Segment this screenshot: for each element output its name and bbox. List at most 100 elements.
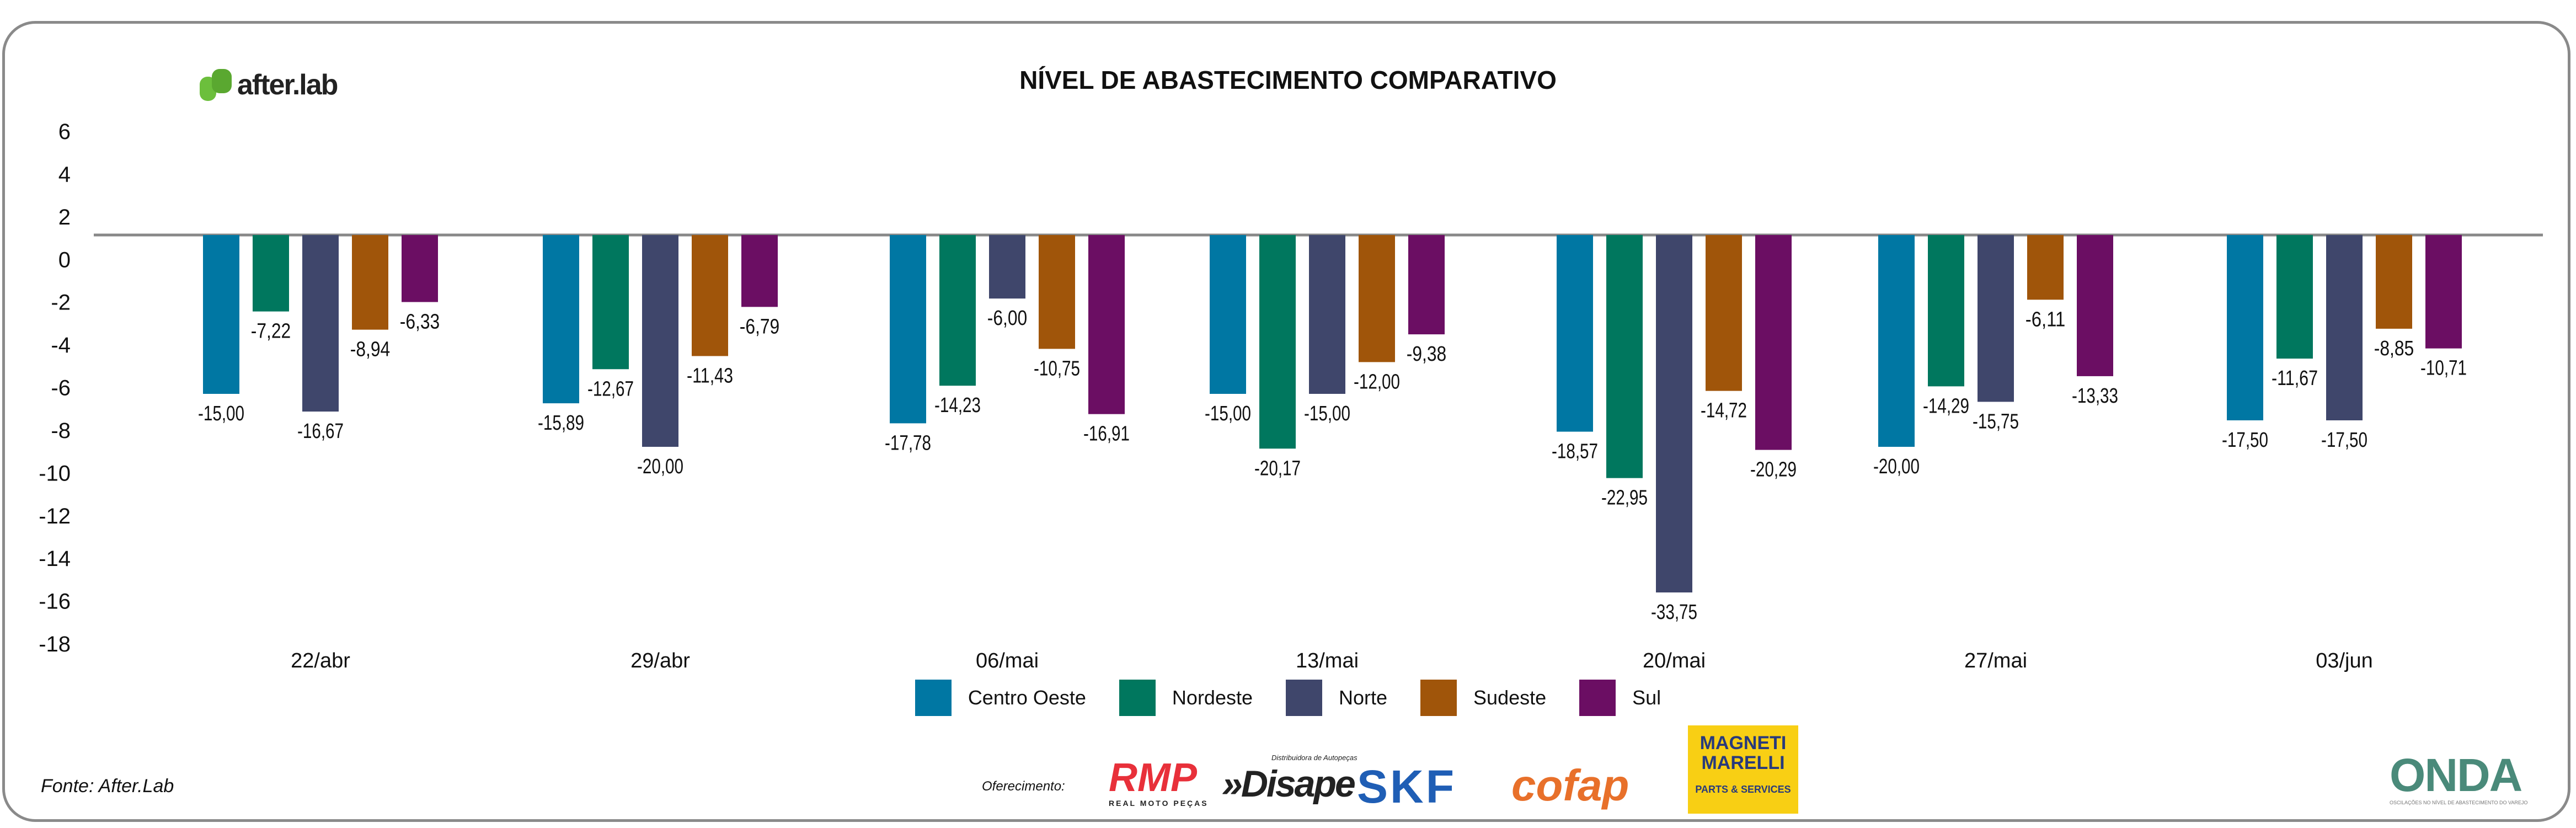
data-label: -13,33 — [2072, 384, 2118, 408]
legend-swatch — [1579, 680, 1616, 716]
onda-logo: ONDA OSCILAÇÕES NO NÍVEL DE ABASTECIMENTO… — [2390, 751, 2527, 806]
magneti-marelli-logo: MAGNETI MARELLI PARTS & SERVICES — [1688, 725, 1798, 814]
bar-sul — [1755, 235, 1792, 450]
bar-centro-oeste — [890, 235, 926, 424]
legend: Centro Oeste Nordeste Norte Sudeste Sul — [0, 680, 2576, 716]
legend-item: Sudeste — [1420, 680, 1546, 716]
data-label: -6,00 — [987, 307, 1028, 330]
x-tick-label: 13/mai — [1296, 649, 1359, 672]
bar-norte — [989, 235, 1025, 299]
data-label: -20,00 — [1873, 455, 1920, 478]
source-note: Fonte: After.Lab — [41, 776, 174, 797]
legend-label: Sudeste — [1473, 686, 1547, 709]
data-label: -6,11 — [2025, 308, 2066, 331]
bar-norte — [1656, 235, 1692, 592]
data-label: -12,67 — [587, 377, 634, 400]
bar-sul — [741, 235, 778, 307]
afterlab-logo: after.lab — [200, 68, 338, 102]
data-label: -17,50 — [2222, 429, 2268, 452]
bar-norte — [302, 235, 339, 412]
legend-item: Nordeste — [1119, 680, 1253, 716]
legend-swatch — [1420, 680, 1457, 716]
bar-nordeste — [592, 235, 629, 370]
data-label: -14,29 — [1923, 394, 1969, 418]
bar-nordeste — [1259, 235, 1296, 449]
bar-norte — [642, 235, 678, 447]
bar-sudeste — [2027, 235, 2064, 300]
rmp-logo: RMP REAL MOTO PEÇAS — [1109, 757, 1209, 808]
bar-nordeste — [2276, 235, 2313, 359]
x-tick-label: 06/mai — [976, 649, 1039, 672]
data-label: -8,94 — [350, 338, 391, 361]
y-tick-label: -10 — [39, 461, 71, 485]
y-tick-label: 2 — [58, 205, 71, 229]
data-label: -33,75 — [1651, 601, 1697, 624]
data-label: -20,00 — [637, 455, 683, 478]
data-label: -9,38 — [1407, 343, 1447, 366]
data-label: -6,79 — [740, 315, 780, 338]
bar-sul — [2425, 235, 2462, 349]
bar-sul — [1408, 235, 1445, 335]
legend-item: Norte — [1286, 680, 1387, 716]
sponsor-label: Oferecimento: — [982, 779, 1065, 794]
data-label: -17,78 — [885, 431, 931, 455]
y-tick-label: -12 — [39, 504, 71, 528]
data-label: -15,89 — [538, 412, 584, 435]
bar-sul — [402, 235, 438, 302]
disape-logo-text: »Disape — [1222, 763, 1356, 805]
legend-label: Norte — [1339, 686, 1388, 709]
bar-sudeste — [1039, 235, 1075, 349]
legend-swatch — [1286, 680, 1322, 716]
legend-swatch — [1119, 680, 1156, 716]
data-label: -20,17 — [1254, 457, 1301, 480]
bar-sudeste — [692, 235, 728, 356]
bar-sudeste — [2376, 235, 2412, 329]
data-label: -11,43 — [687, 364, 733, 387]
bar-centro-oeste — [1210, 235, 1246, 394]
data-label: -7,22 — [251, 320, 291, 343]
legend-swatch — [915, 680, 952, 716]
disape-logo: Distribuidora de Autopeças »Disape — [1222, 754, 1358, 805]
onda-logo-text: ONDA — [2390, 749, 2522, 801]
data-label: -17,50 — [2321, 429, 2367, 452]
x-tick-label: 20/mai — [1643, 649, 1706, 672]
data-label: -15,75 — [1973, 410, 2019, 433]
cofap-logo: cofap — [1511, 761, 1629, 810]
bar-nordeste — [253, 235, 289, 312]
data-label: -10,75 — [1034, 357, 1080, 380]
x-tick-label: 29/abr — [630, 649, 690, 672]
x-tick-label: 22/abr — [291, 649, 350, 672]
data-label: -10,71 — [2420, 357, 2467, 380]
data-label: -16,91 — [1083, 423, 1130, 446]
data-label: -14,23 — [934, 394, 981, 417]
bar-centro-oeste — [543, 235, 579, 404]
bar-nordeste — [1928, 235, 1964, 387]
y-tick-label: -14 — [39, 547, 71, 571]
y-tick-label: -18 — [39, 632, 71, 656]
data-label: -16,67 — [297, 420, 344, 443]
bar-centro-oeste — [203, 235, 239, 394]
bar-chart: 6 4 2 0 -2 -4 -6 -8 -10 -12 -14 -16 -18 -15,00 -7,22 -1… — [39, 120, 2543, 672]
legend-item: Sul — [1579, 680, 1661, 716]
y-tick-label: 6 — [58, 120, 71, 144]
bar-centro-oeste — [2227, 235, 2263, 420]
bar-norte — [1309, 235, 1345, 394]
data-label: -8,85 — [2374, 337, 2414, 360]
brand-name: after.lab — [237, 69, 338, 101]
rmp-logo-text: RMP — [1109, 756, 1197, 800]
data-label: -15,00 — [1205, 402, 1251, 425]
magneti-marelli-logo-subtext: PARTS & SERVICES — [1695, 784, 1791, 795]
rmp-logo-subtext: REAL MOTO PEÇAS — [1109, 799, 1209, 808]
x-tick-label: 27/mai — [1964, 649, 2027, 672]
data-label: -6,33 — [400, 311, 440, 334]
data-label: -18,57 — [1552, 440, 1598, 463]
bar-sul — [1088, 235, 1125, 414]
legend-label: Centro Oeste — [968, 686, 1086, 709]
y-tick-label: -2 — [51, 291, 71, 315]
bar-norte — [1978, 235, 2014, 402]
bar-sudeste — [1359, 235, 1395, 362]
bar-nordeste — [1606, 235, 1643, 478]
data-label: -20,29 — [1750, 458, 1797, 482]
y-tick-label: 0 — [58, 248, 71, 272]
afterlab-logo-icon — [200, 69, 232, 101]
